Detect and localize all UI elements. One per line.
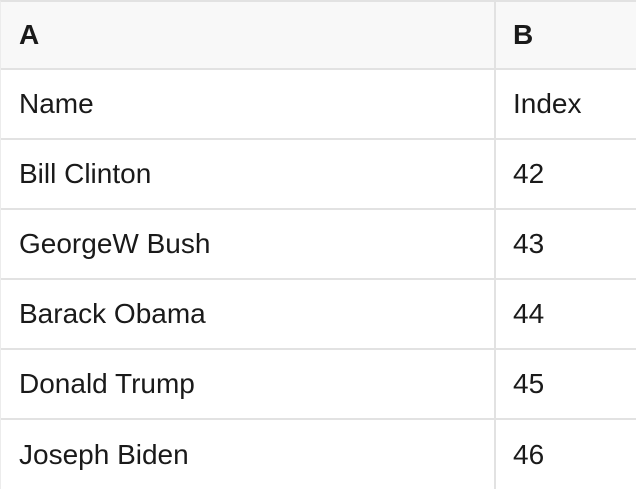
column-header-b[interactable]: B (513, 19, 534, 50)
cell-index[interactable]: 42 (513, 158, 545, 189)
cell-name[interactable]: Barack Obama (1, 280, 496, 348)
table-row: Bill Clinton 42 (1, 140, 636, 210)
table-row: Barack Obama 44 (1, 280, 636, 350)
cell-name[interactable]: Joseph Biden (1, 420, 496, 489)
cell-index[interactable]: 46 (513, 439, 545, 470)
column-header-row: A B (1, 2, 636, 70)
cell-index[interactable]: 43 (513, 228, 545, 259)
cell-name[interactable]: GeorgeW Bush (1, 210, 496, 278)
table-row: Joseph Biden 46 (1, 420, 636, 489)
column-header-a[interactable]: A (1, 2, 496, 68)
cell-index-header[interactable]: Index (513, 88, 582, 119)
table-row: Donald Trump 45 (1, 350, 636, 420)
cell-name-header[interactable]: Name (1, 70, 496, 138)
cell-name[interactable]: Donald Trump (1, 350, 496, 418)
cell-name[interactable]: Bill Clinton (1, 140, 496, 208)
table-row: GeorgeW Bush 43 (1, 210, 636, 280)
cell-index[interactable]: 44 (513, 298, 545, 329)
cell-index[interactable]: 45 (513, 368, 545, 399)
table-row: Name Index (1, 70, 636, 140)
